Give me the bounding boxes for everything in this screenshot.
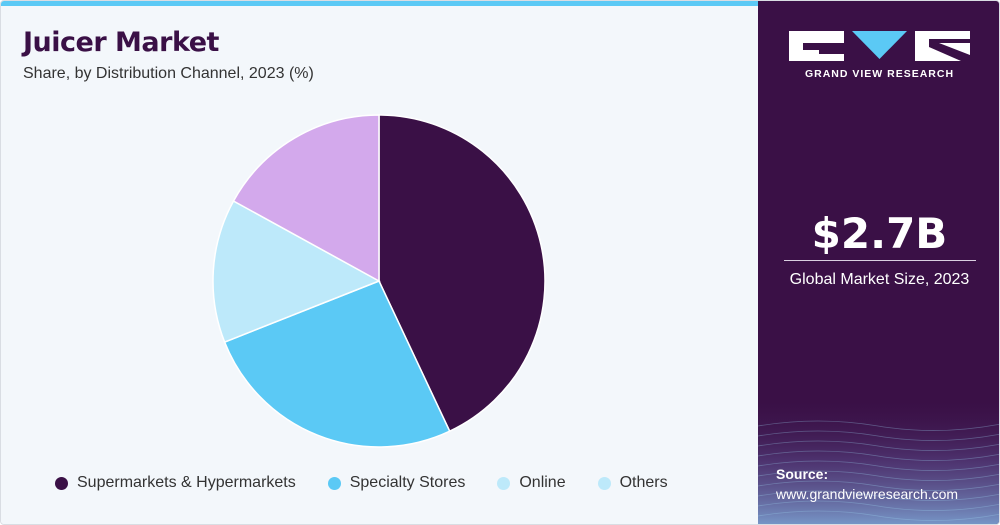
source-url[interactable]: www.grandviewresearch.com xyxy=(776,486,959,502)
chart-title: Juicer Market xyxy=(23,27,219,58)
legend-label: Online xyxy=(519,474,566,491)
chart-panel: Juicer Market Share, by Distribution Cha… xyxy=(1,1,758,524)
legend-dot-icon xyxy=(497,476,511,490)
legend-item-online: Online xyxy=(497,474,566,492)
brand-sidebar: GRAND VIEW RESEARCH $2.7B Global Market … xyxy=(758,1,999,524)
legend-dot-icon xyxy=(327,476,341,490)
pie-chart xyxy=(212,114,546,448)
chart-legend: Supermarkets & Hypermarkets Specialty Sto… xyxy=(55,473,668,493)
legend-label: Others xyxy=(619,474,668,491)
legend-label: Supermarkets & Hypermarkets xyxy=(77,474,296,491)
brand-name: GRAND VIEW RESEARCH xyxy=(804,68,955,80)
legend-dot-icon xyxy=(597,476,611,490)
legend-item-supermarkets-hypermarkets: Supermarkets & Hypermarkets xyxy=(55,474,296,492)
pie-slice-online xyxy=(212,200,381,344)
legend-label: Specialty Stores xyxy=(349,474,466,491)
legend-item-others: Others xyxy=(597,474,668,492)
pie-slice-others xyxy=(232,114,380,283)
legend-dot-icon xyxy=(55,476,68,490)
market-size-label: Global Market Size, 2023 xyxy=(789,271,970,288)
divider xyxy=(784,260,976,261)
pie-slice-specialty-stores xyxy=(223,280,451,448)
market-size-value: $2.7B xyxy=(811,209,948,258)
source-label: Source: xyxy=(776,466,829,482)
chart-subtitle: Share, by Distribution Channel, 2023 (%) xyxy=(23,65,314,82)
decorative-wave-pattern xyxy=(758,396,999,524)
pie-slice-supermarkets-hypermarkets xyxy=(378,114,546,433)
accent-top-bar xyxy=(1,1,758,6)
legend-item-specialty-stores: Specialty Stores xyxy=(327,474,466,492)
grand-view-research-logo xyxy=(789,31,970,61)
